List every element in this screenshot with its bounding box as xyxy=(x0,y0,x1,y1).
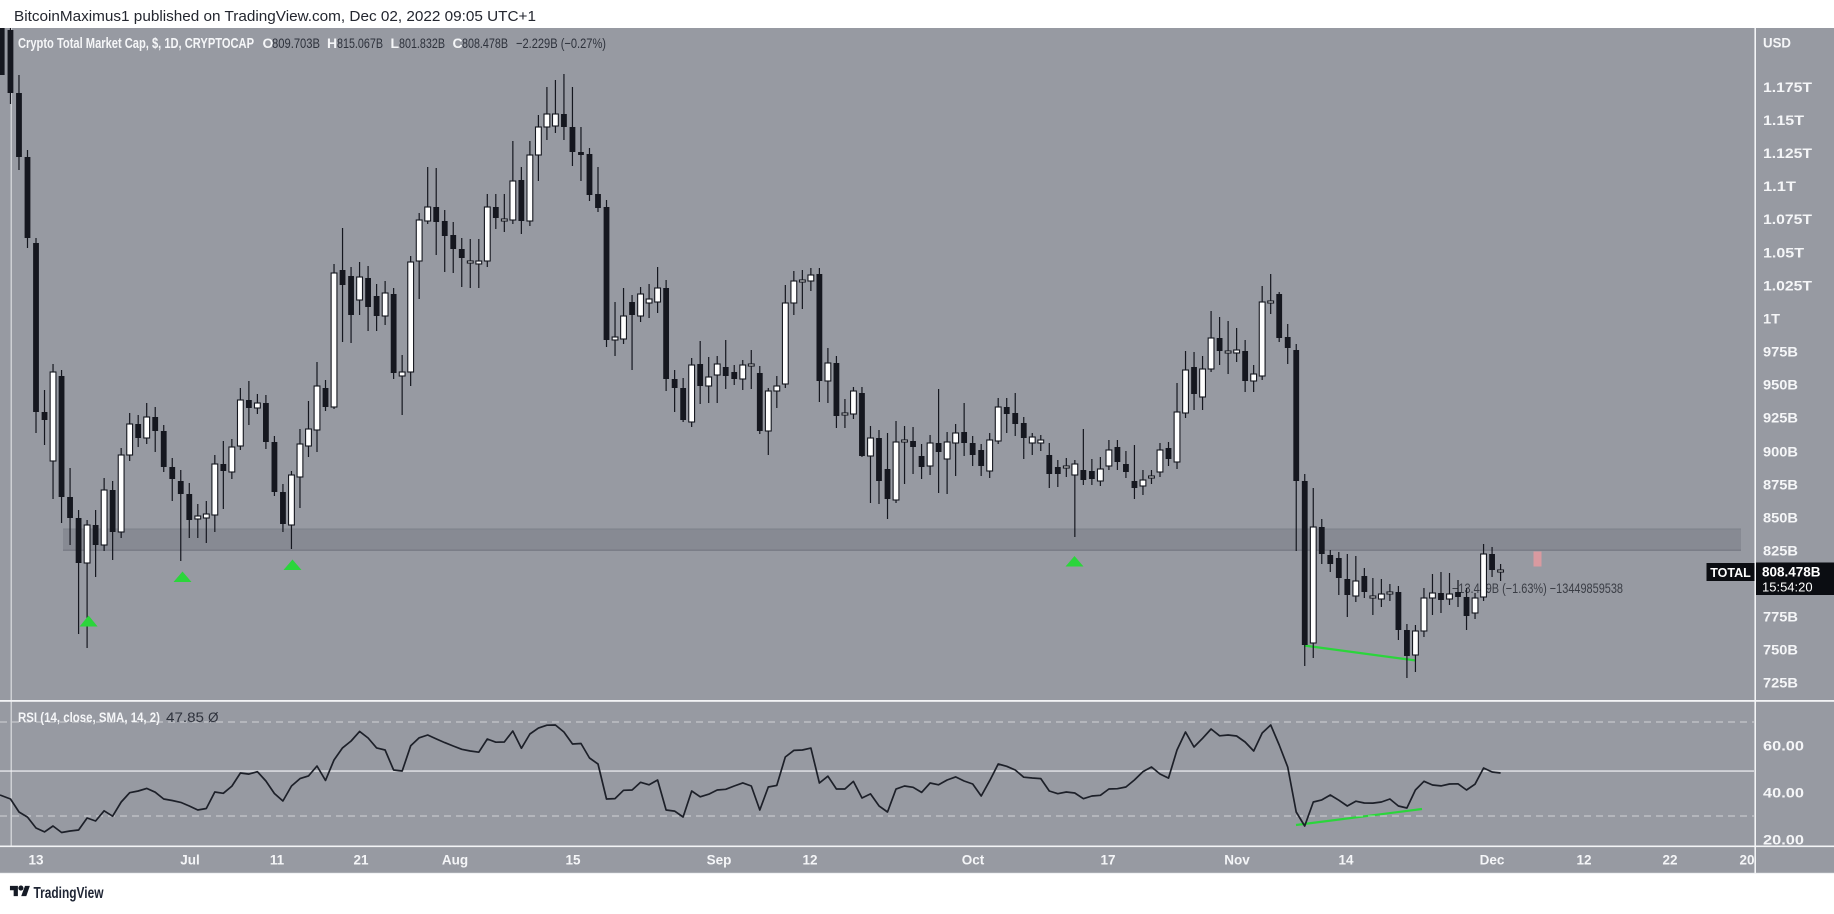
svg-text:Dec: Dec xyxy=(1480,853,1505,868)
svg-text:12: 12 xyxy=(1576,853,1591,868)
svg-text:17: 17 xyxy=(1100,853,1115,868)
svg-text:925B: 925B xyxy=(1763,411,1798,426)
svg-text:BitcoinMaximus1 published on T: BitcoinMaximus1 published on TradingView… xyxy=(14,8,536,25)
svg-text:1.1T: 1.1T xyxy=(1763,179,1797,194)
svg-text:21: 21 xyxy=(353,853,369,868)
svg-text:15: 15 xyxy=(565,853,581,868)
svg-text:22: 22 xyxy=(1662,853,1677,868)
svg-text:40.00: 40.00 xyxy=(1763,786,1804,801)
svg-text:750B: 750B xyxy=(1763,643,1798,658)
svg-text:O: O xyxy=(263,35,274,51)
svg-text:808.478B: 808.478B xyxy=(1762,565,1821,580)
svg-text:Sep: Sep xyxy=(707,853,732,868)
svg-text:775B: 775B xyxy=(1763,610,1798,625)
svg-text:1.05T: 1.05T xyxy=(1763,246,1805,261)
svg-text:13: 13 xyxy=(28,853,44,868)
svg-text:11: 11 xyxy=(270,853,285,868)
svg-text:Crypto Total Market Cap, $, 1D: Crypto Total Market Cap, $, 1D, CRYPTOCA… xyxy=(18,35,254,52)
svg-text:900B: 900B xyxy=(1763,445,1798,460)
svg-text:−13.449B (−1.63%) −13449859538: −13.449B (−1.63%) −13449859538 xyxy=(1452,581,1623,596)
svg-text:850B: 850B xyxy=(1763,511,1798,526)
svg-text:808.478B: 808.478B xyxy=(462,35,508,51)
svg-text:TradingView: TradingView xyxy=(34,885,105,902)
svg-text:Jul: Jul xyxy=(180,853,200,868)
svg-text:C: C xyxy=(453,35,463,51)
svg-text:−2.229B (−0.27%): −2.229B (−0.27%) xyxy=(516,35,606,51)
svg-text:14: 14 xyxy=(1338,853,1354,868)
svg-text:15:54:20: 15:54:20 xyxy=(1762,580,1813,595)
svg-text:809.703B: 809.703B xyxy=(272,35,320,51)
svg-text:825B: 825B xyxy=(1763,544,1798,559)
svg-text:60.00: 60.00 xyxy=(1763,739,1804,754)
svg-text:1.175T: 1.175T xyxy=(1763,80,1813,95)
svg-text:20: 20 xyxy=(1739,853,1754,868)
svg-text:1.075T: 1.075T xyxy=(1763,212,1813,227)
svg-text:1.025T: 1.025T xyxy=(1763,279,1813,294)
svg-text:20.00: 20.00 xyxy=(1763,833,1804,848)
svg-text:L: L xyxy=(391,35,400,51)
svg-text:Aug: Aug xyxy=(442,853,468,868)
svg-text:Oct: Oct xyxy=(962,853,985,868)
svg-text:47.85: 47.85 xyxy=(166,710,204,725)
svg-text:USD: USD xyxy=(1763,36,1791,51)
svg-text:815.067B: 815.067B xyxy=(337,35,383,51)
svg-text:RSI (14, close, SMA, 14, 2): RSI (14, close, SMA, 14, 2) xyxy=(18,710,160,725)
svg-text:875B: 875B xyxy=(1763,478,1798,493)
svg-text:TOTAL: TOTAL xyxy=(1710,566,1751,580)
svg-text:Ø: Ø xyxy=(208,710,219,725)
svg-text:725B: 725B xyxy=(1763,676,1798,691)
svg-text:950B: 950B xyxy=(1763,378,1798,393)
svg-text:12: 12 xyxy=(802,853,817,868)
svg-text:975B: 975B xyxy=(1763,345,1798,360)
svg-text:Nov: Nov xyxy=(1224,853,1250,868)
svg-text:801.832B: 801.832B xyxy=(399,35,445,51)
svg-text:1T: 1T xyxy=(1763,312,1781,327)
svg-text:1.15T: 1.15T xyxy=(1763,113,1805,128)
svg-text:H: H xyxy=(327,35,337,51)
svg-text:1.125T: 1.125T xyxy=(1763,146,1813,161)
